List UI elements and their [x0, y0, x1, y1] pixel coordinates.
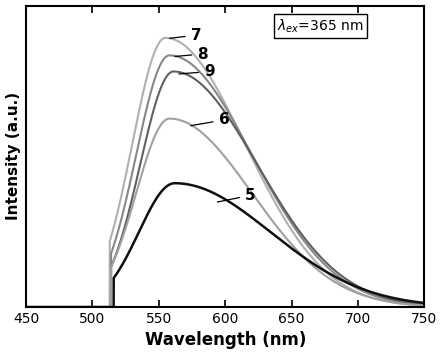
Y-axis label: Intensity (a.u.): Intensity (a.u.)	[6, 92, 20, 220]
Text: 7: 7	[170, 28, 201, 43]
Text: 8: 8	[175, 47, 208, 61]
Text: 6: 6	[191, 113, 229, 127]
X-axis label: Wavelength (nm): Wavelength (nm)	[144, 332, 306, 349]
Text: $\lambda_{ex}$=365 nm: $\lambda_{ex}$=365 nm	[277, 18, 364, 35]
Text: 9: 9	[179, 64, 214, 79]
Text: 5: 5	[218, 188, 256, 203]
